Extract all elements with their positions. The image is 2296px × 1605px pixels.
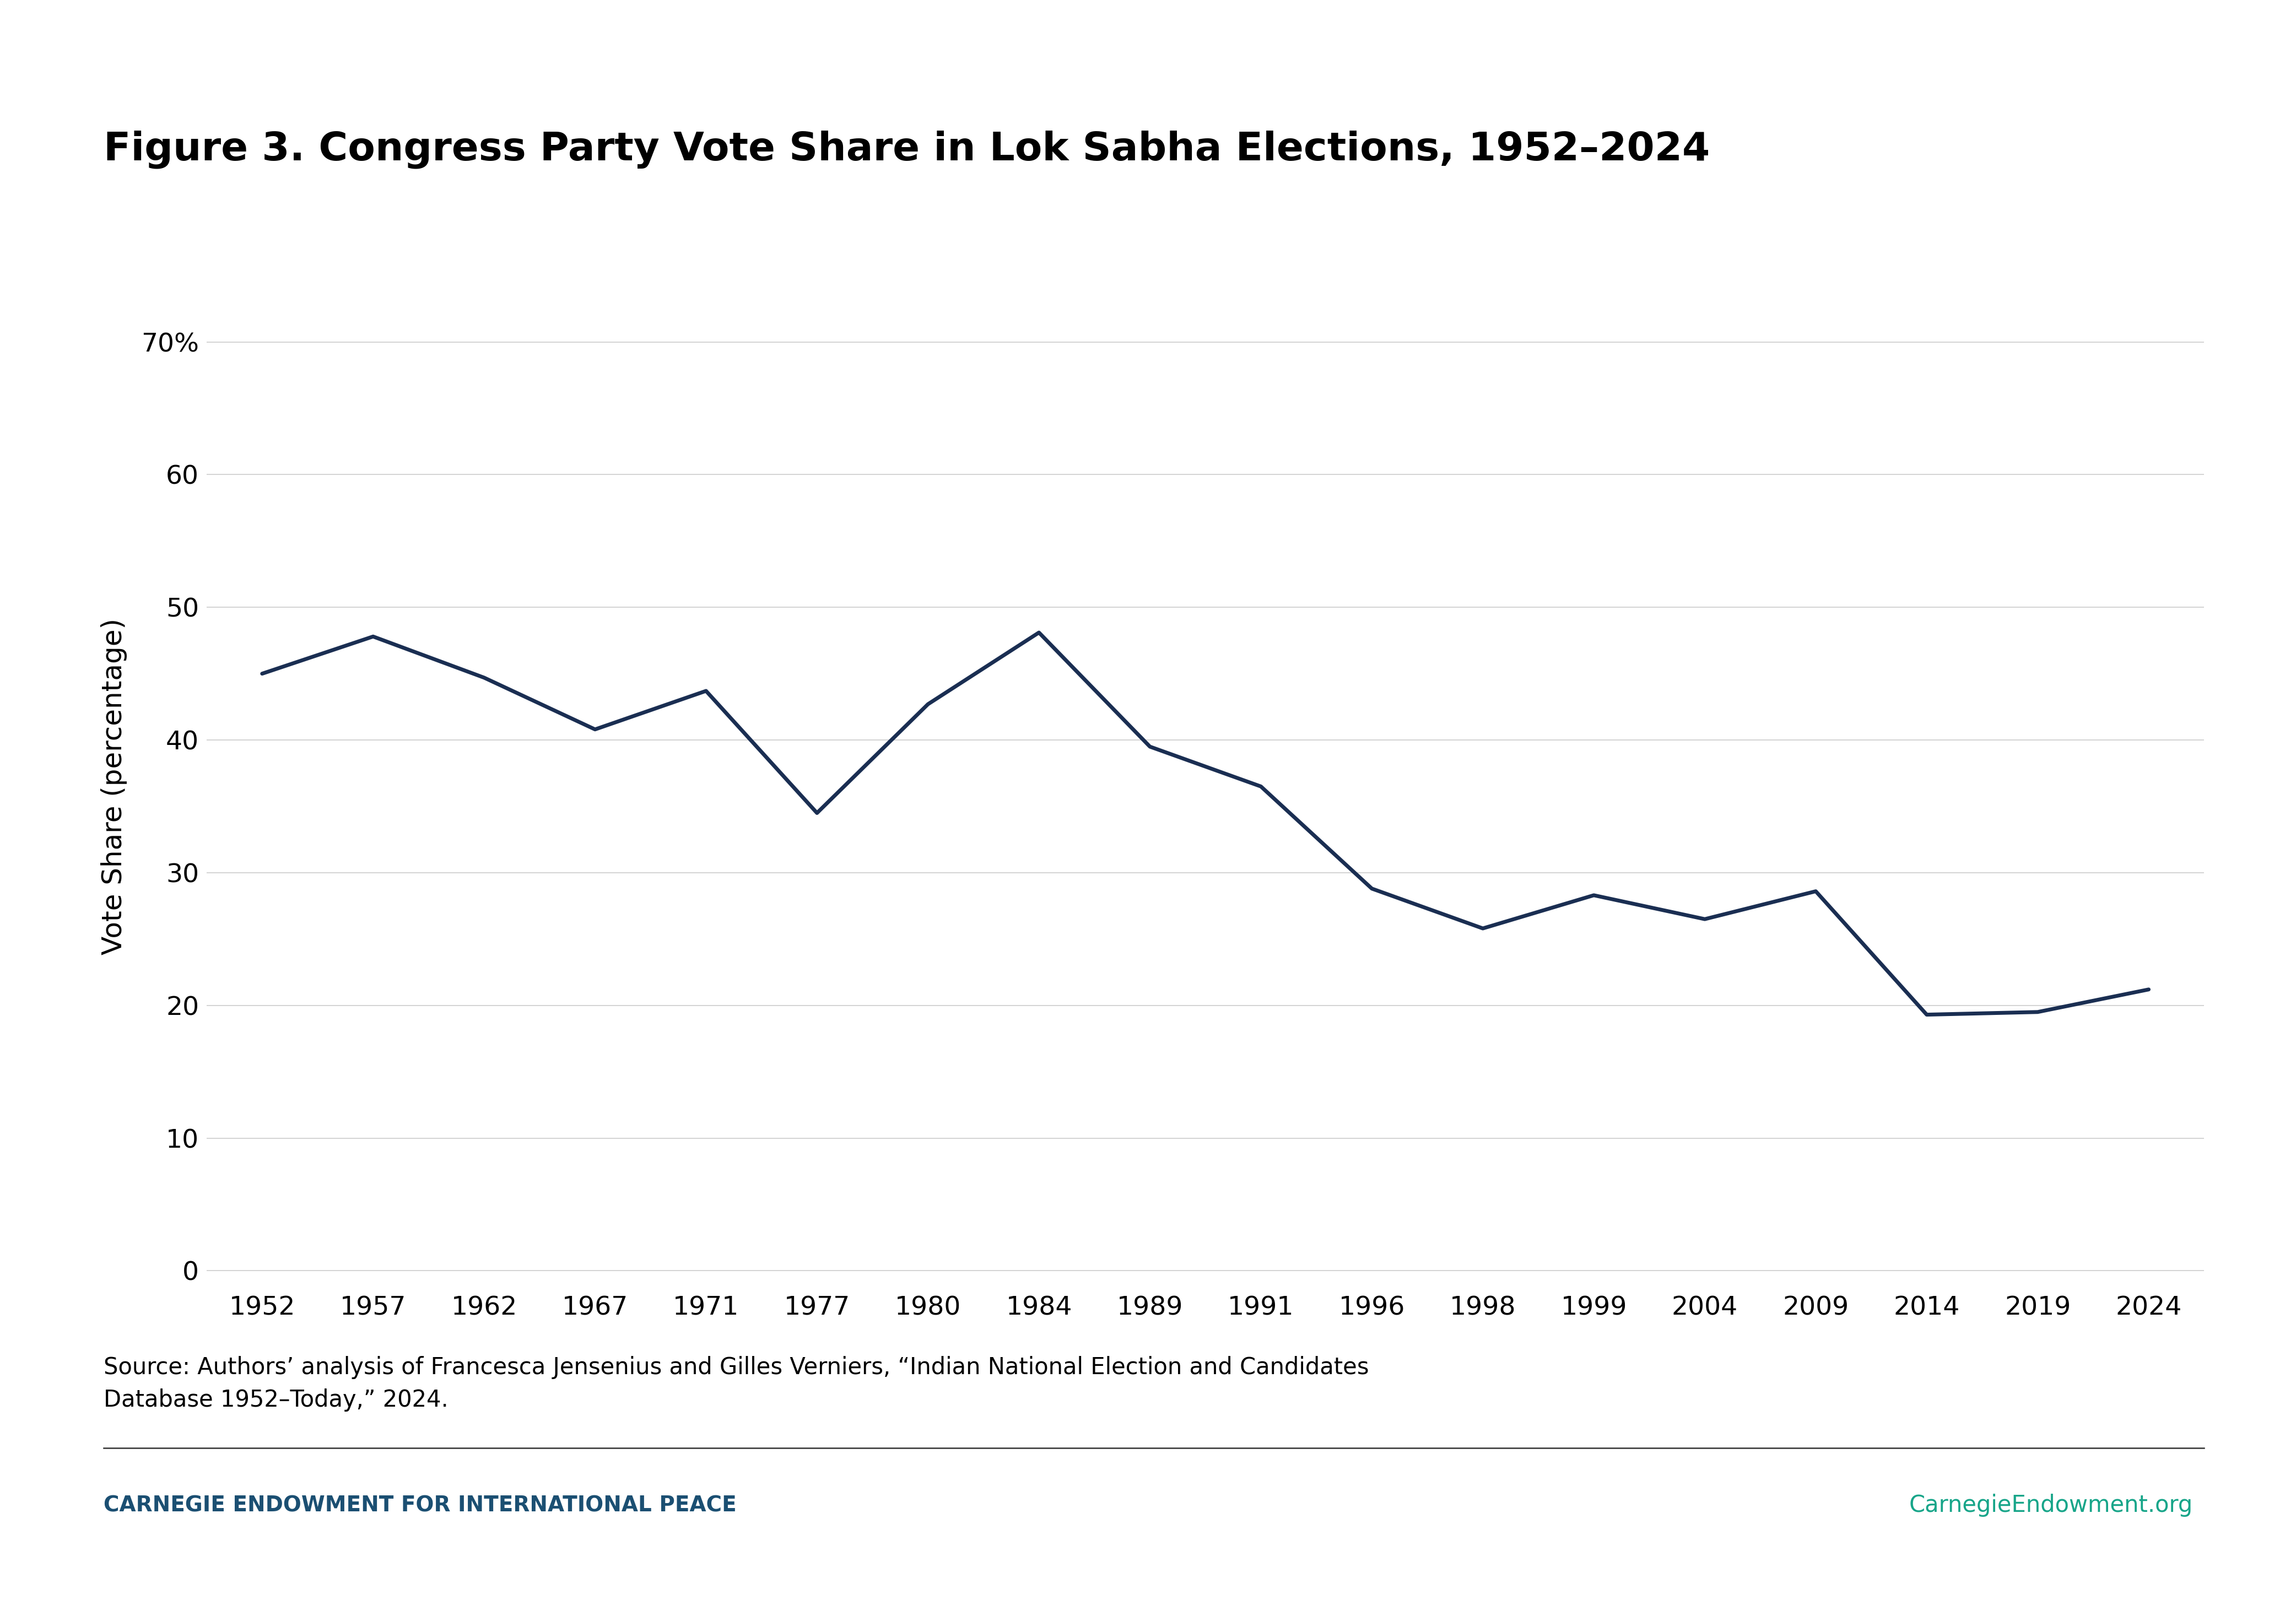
Text: CarnegieEndowment.org: CarnegieEndowment.org [1908, 1494, 2193, 1517]
Text: Source: Authors’ analysis of Francesca Jensenius and Gilles Verniers, “Indian Na: Source: Authors’ analysis of Francesca J… [103, 1356, 1368, 1412]
Y-axis label: Vote Share (percentage): Vote Share (percentage) [101, 618, 126, 955]
Text: CARNEGIE ENDOWMENT FOR INTERNATIONAL PEACE: CARNEGIE ENDOWMENT FOR INTERNATIONAL PEA… [103, 1494, 737, 1517]
Text: Figure 3. Congress Party Vote Share in Lok Sabha Elections, 1952–2024: Figure 3. Congress Party Vote Share in L… [103, 130, 1711, 169]
